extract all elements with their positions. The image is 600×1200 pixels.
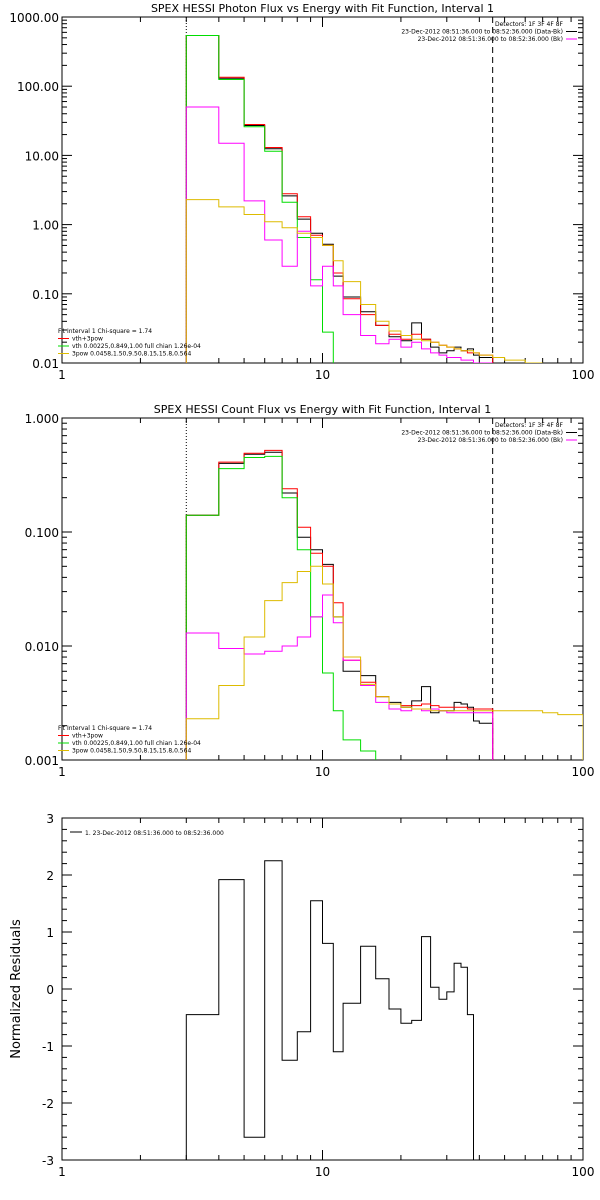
- series-line-0: [185, 860, 474, 1160]
- x-tick-label: 1: [58, 765, 66, 779]
- x-tick-label: 1: [58, 1165, 66, 1179]
- legend-entry: 23-Dec-2012 08:51:36.000 to 08:52:36.000…: [418, 437, 563, 444]
- legend-entry: vth 0.00225,0.849,1.00 full chian 1.26e-…: [72, 343, 201, 350]
- x-tick-label: 10: [315, 1165, 330, 1179]
- series-line-0: [185, 451, 494, 760]
- x-tick-label: 1: [58, 368, 66, 382]
- y-axis-label: Normalized Residuals: [9, 919, 24, 1059]
- series-line-2: [185, 35, 344, 363]
- chart-title: SPEX HESSI Photon Flux vs Energy with Fi…: [151, 2, 494, 15]
- series-line-3: [185, 106, 493, 363]
- legend-entry: 23-Dec-2012 08:51:36.000 to 08:52:36.000…: [401, 29, 563, 36]
- fit-interval-label: Fit Interval 1 Chi-square = 1.74: [58, 328, 152, 335]
- detectors-label: Detectors: 1F 3F 4F 8F: [495, 422, 564, 429]
- detectors-label: Detectors: 1F 3F 4F 8F: [495, 21, 564, 28]
- series-line-4: [185, 565, 583, 760]
- y-tick-label: 0: [46, 983, 54, 997]
- legend-entry: vth+3pow: [72, 336, 103, 343]
- legend-entry: vth 0.00225,0.849,1.00 full chian 1.26e-…: [72, 740, 201, 747]
- fit-interval-label: Fit Interval 1 Chi-square = 1.74: [58, 725, 152, 732]
- x-tick-label: 100: [572, 765, 595, 779]
- y-tick-label: 1.00: [32, 219, 59, 233]
- y-tick-label: -2: [42, 1097, 54, 1111]
- y-tick-label: 1: [46, 926, 54, 940]
- series-line-0: [185, 35, 494, 363]
- x-tick-label: 10: [315, 765, 330, 779]
- legend-entry: 3pow 0.0458,1.50,9.50,8.15,15.8,0.564: [72, 351, 191, 358]
- legend-entry: 23-Dec-2012 08:51:36.000 to 08:52:36.000…: [401, 430, 563, 437]
- y-tick-label: 1000.00: [9, 11, 59, 25]
- series-line-2: [185, 455, 377, 760]
- y-tick-label: 0.100: [25, 526, 59, 540]
- y-tick-label: -1: [42, 1040, 54, 1054]
- legend-entry: 3pow 0.0458,1.50,9.50,8.15,15.8,0.564: [72, 748, 191, 755]
- legend-entry: 23-Dec-2012 08:51:36.000 to 08:52:36.000…: [418, 36, 563, 43]
- y-tick-label: 0.001: [25, 754, 59, 768]
- count-flux-panel: SPEX HESSI Count Flux vs Energy with Fit…: [25, 403, 595, 779]
- x-tick-label: 100: [572, 1165, 595, 1179]
- series-line-4: [185, 199, 543, 363]
- y-tick-label: 10.00: [25, 149, 59, 163]
- y-tick-label: 0.010: [25, 640, 59, 654]
- y-tick-label: 0.01: [32, 357, 59, 371]
- legend-entry: vth+3pow: [72, 733, 103, 740]
- y-tick-label: 3: [46, 812, 54, 826]
- plot-frame: [61, 817, 584, 1161]
- chart-title: SPEX HESSI Count Flux vs Energy with Fit…: [154, 403, 491, 416]
- y-tick-label: 0.10: [32, 288, 59, 302]
- x-tick-label: 100: [572, 368, 595, 382]
- series-line-1: [185, 35, 494, 363]
- photon-flux-panel: SPEX HESSI Photon Flux vs Energy with Fi…: [9, 2, 595, 382]
- y-tick-label: -3: [42, 1154, 54, 1168]
- series-line-1: [185, 449, 494, 760]
- series-line-3: [185, 594, 494, 760]
- legend-entry: 1. 23-Dec-2012 08:51:36.000 to 08:52:36.…: [85, 830, 224, 837]
- y-tick-label: 2: [46, 869, 54, 883]
- plot-frame: [61, 417, 584, 761]
- x-tick-label: 10: [315, 368, 330, 382]
- y-tick-label: 1.000: [25, 412, 59, 426]
- y-tick-label: 100.00: [17, 80, 59, 94]
